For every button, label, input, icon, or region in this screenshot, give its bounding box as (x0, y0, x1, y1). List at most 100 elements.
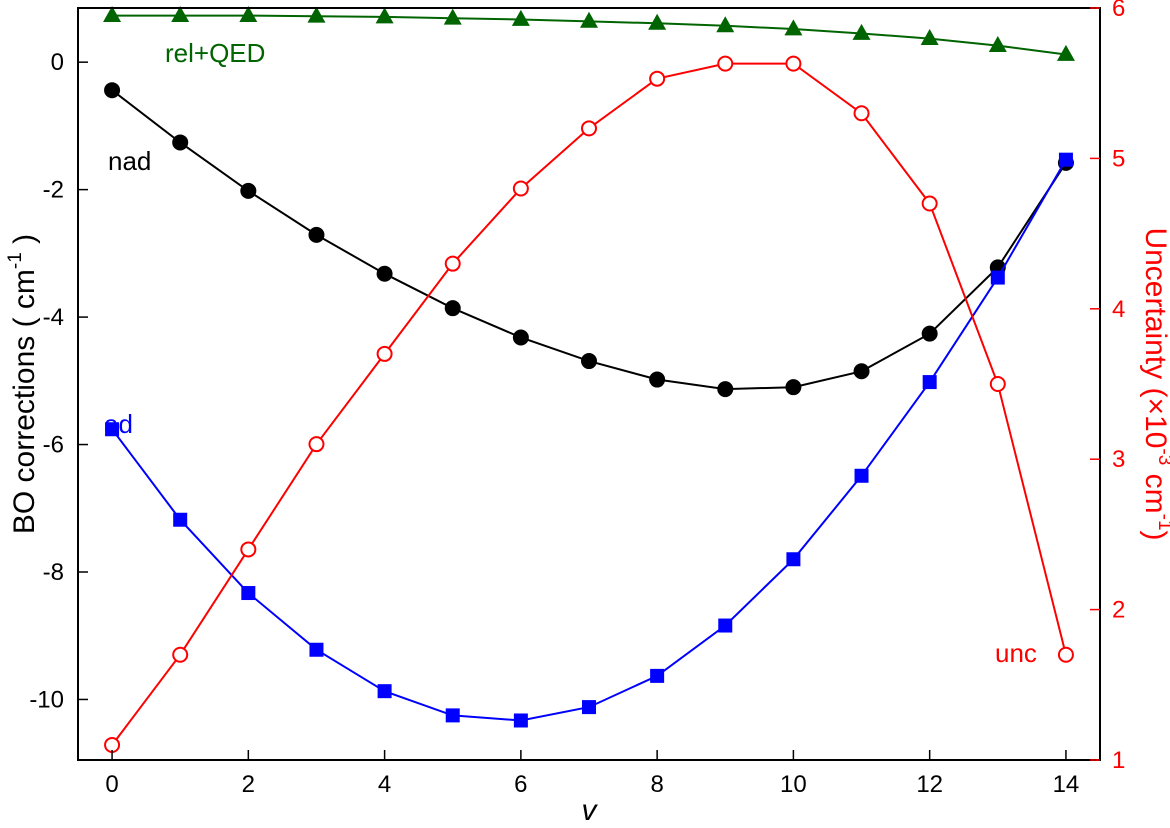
right-axis-title-sup1: -3 (1154, 448, 1170, 465)
data-point (649, 371, 666, 388)
data-point (308, 436, 325, 453)
data-point (307, 6, 326, 23)
data-point (513, 713, 528, 728)
x-tick-label: 10 (780, 771, 807, 798)
data-point (648, 13, 667, 30)
right-axis-title: Uncertainty (×10-3 cm-1) (1139, 227, 1170, 540)
data-point (854, 468, 869, 483)
right-y-tick-label: 1 (1112, 747, 1125, 774)
data-point (580, 11, 598, 28)
data-point (375, 7, 394, 24)
data-point (1057, 646, 1074, 663)
left-y-tick-label: -2 (43, 177, 64, 204)
data-point (718, 618, 733, 633)
x-tick-label: 8 (650, 771, 663, 798)
data-point (309, 642, 324, 657)
data-point (240, 541, 257, 558)
data-point (377, 684, 392, 699)
data-point (1058, 152, 1073, 167)
data-point (173, 512, 188, 527)
series-layer (103, 6, 1075, 753)
data-point (785, 379, 802, 396)
right-axis-title-part2: cm (1139, 465, 1170, 513)
series-line-unc (111, 62, 1067, 746)
data-point (582, 700, 596, 715)
data-point (512, 329, 529, 346)
x-tick-label: 12 (916, 771, 943, 798)
data-point (920, 28, 939, 45)
data-point (239, 6, 258, 23)
data-point (443, 8, 462, 25)
left-y-tick-label: -4 (43, 304, 64, 331)
x-tick-label: 4 (378, 771, 391, 798)
data-point (989, 376, 1006, 392)
data-point (717, 381, 734, 398)
left-y-tick-label: -6 (43, 432, 64, 459)
left-axis-title: BO corrections ( cm-1 ) (5, 234, 41, 534)
right-y-tick-label: 3 (1112, 446, 1125, 473)
data-point (171, 6, 190, 23)
right-y-tick-label: 2 (1112, 597, 1125, 624)
data-point (921, 325, 938, 342)
series-ad (105, 152, 1073, 728)
left-axis-title-end: ) (8, 234, 41, 252)
right-axis-title-end: ) (1139, 531, 1170, 541)
data-point (512, 180, 529, 197)
x-tick-label: 2 (242, 771, 255, 798)
x-tick-label: 14 (1053, 771, 1080, 798)
data-point (1056, 44, 1075, 61)
series-rel+QED (103, 6, 1075, 61)
data-point (104, 736, 121, 753)
data-point (990, 270, 1005, 285)
plot-frame (77, 7, 1101, 761)
data-point (649, 70, 666, 87)
data-point (376, 265, 393, 282)
data-point (784, 19, 803, 36)
data-point (786, 552, 801, 567)
data-point (921, 195, 938, 212)
data-point (852, 23, 871, 40)
left-axis-title-sup: -1 (5, 252, 26, 269)
data-point (444, 300, 461, 317)
series-labels: rel+QED nad ad unc (104, 38, 1037, 668)
data-point (445, 708, 460, 723)
right-y-tick-label: 6 (1112, 0, 1125, 22)
series-label-rel+QED: rel+QED (165, 38, 265, 68)
right-axis-title-part1: Uncertainty (×10 (1139, 227, 1170, 448)
data-point (988, 36, 1007, 52)
data-point (853, 105, 870, 122)
series-unc (104, 55, 1074, 753)
right-y-tick-label: 4 (1112, 296, 1125, 323)
data-point (922, 375, 937, 390)
series-label-unc: unc (995, 638, 1037, 668)
right-y-tick-label: 5 (1112, 145, 1125, 172)
data-point (717, 55, 734, 72)
x-tick-label: 0 (105, 771, 118, 798)
left-y-tick-label: -8 (43, 559, 64, 586)
series-label-ad: ad (104, 409, 133, 439)
data-point (240, 182, 257, 199)
data-point (376, 345, 393, 362)
data-point (172, 646, 189, 663)
data-point (716, 16, 735, 33)
data-point (103, 6, 122, 23)
left-axis-title-main: BO corrections ( cm (8, 269, 41, 534)
series-nad (104, 82, 1074, 398)
data-point (104, 82, 121, 99)
data-point (581, 353, 597, 370)
data-point (241, 586, 256, 601)
data-point (105, 422, 120, 437)
data-point (511, 9, 530, 26)
data-point (444, 255, 461, 272)
x-tick-label: 6 (514, 771, 527, 798)
series-line-ad (111, 159, 1067, 722)
right-axis-title-sup2: -1 (1154, 514, 1170, 531)
data-point (650, 668, 665, 683)
left-y-tick-label: 0 (51, 49, 64, 76)
data-point (853, 363, 870, 380)
data-point (785, 55, 802, 72)
data-point (308, 226, 325, 243)
data-point (172, 134, 189, 151)
